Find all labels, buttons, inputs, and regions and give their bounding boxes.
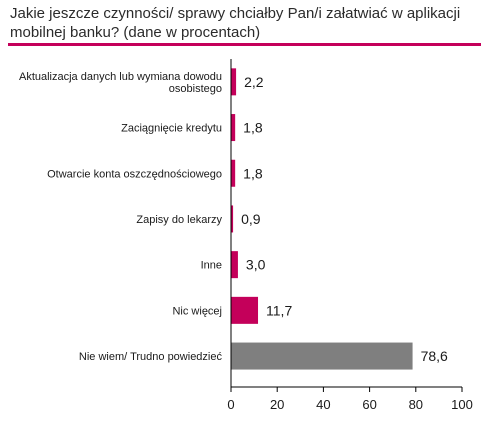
data-label: 11,7	[266, 302, 292, 318]
category-label: Inne	[201, 260, 222, 272]
bar	[231, 159, 236, 187]
chart-title: Jakie jeszcze czynności/ sprawy chciałby…	[10, 5, 461, 41]
category-label: Zapisy do lekarzy	[136, 214, 222, 226]
bar	[231, 68, 237, 96]
data-label: 1,8	[243, 165, 263, 181]
title-divider	[8, 43, 481, 46]
bar	[231, 296, 259, 324]
bar	[231, 205, 234, 233]
bar	[231, 251, 238, 279]
category-label: Zaciągnięcie kredytu	[121, 123, 222, 135]
data-label: 3,0	[246, 257, 266, 273]
data-label: 1,8	[243, 120, 263, 136]
data-label: 2,2	[244, 74, 264, 90]
bar	[231, 342, 413, 370]
category-label: Nic więcej	[172, 305, 222, 317]
data-label: 78,6	[421, 348, 448, 364]
x-tick-label: 80	[409, 397, 423, 412]
bar	[231, 114, 236, 142]
category-label: Aktualizacja danych lub wymiana dowodu os…	[19, 71, 222, 95]
x-tick-label: 0	[227, 397, 234, 412]
x-tick-label: 60	[362, 397, 376, 412]
x-tick-label: 20	[270, 397, 284, 412]
data-label: 0,9	[241, 211, 261, 227]
category-label: Nie wiem/ Trudno powiedzieć	[79, 351, 223, 363]
x-tick-label: 100	[451, 397, 473, 412]
category-label: Otwarcie konta oszczędnościowego	[47, 168, 222, 180]
x-tick-label: 40	[316, 397, 330, 412]
